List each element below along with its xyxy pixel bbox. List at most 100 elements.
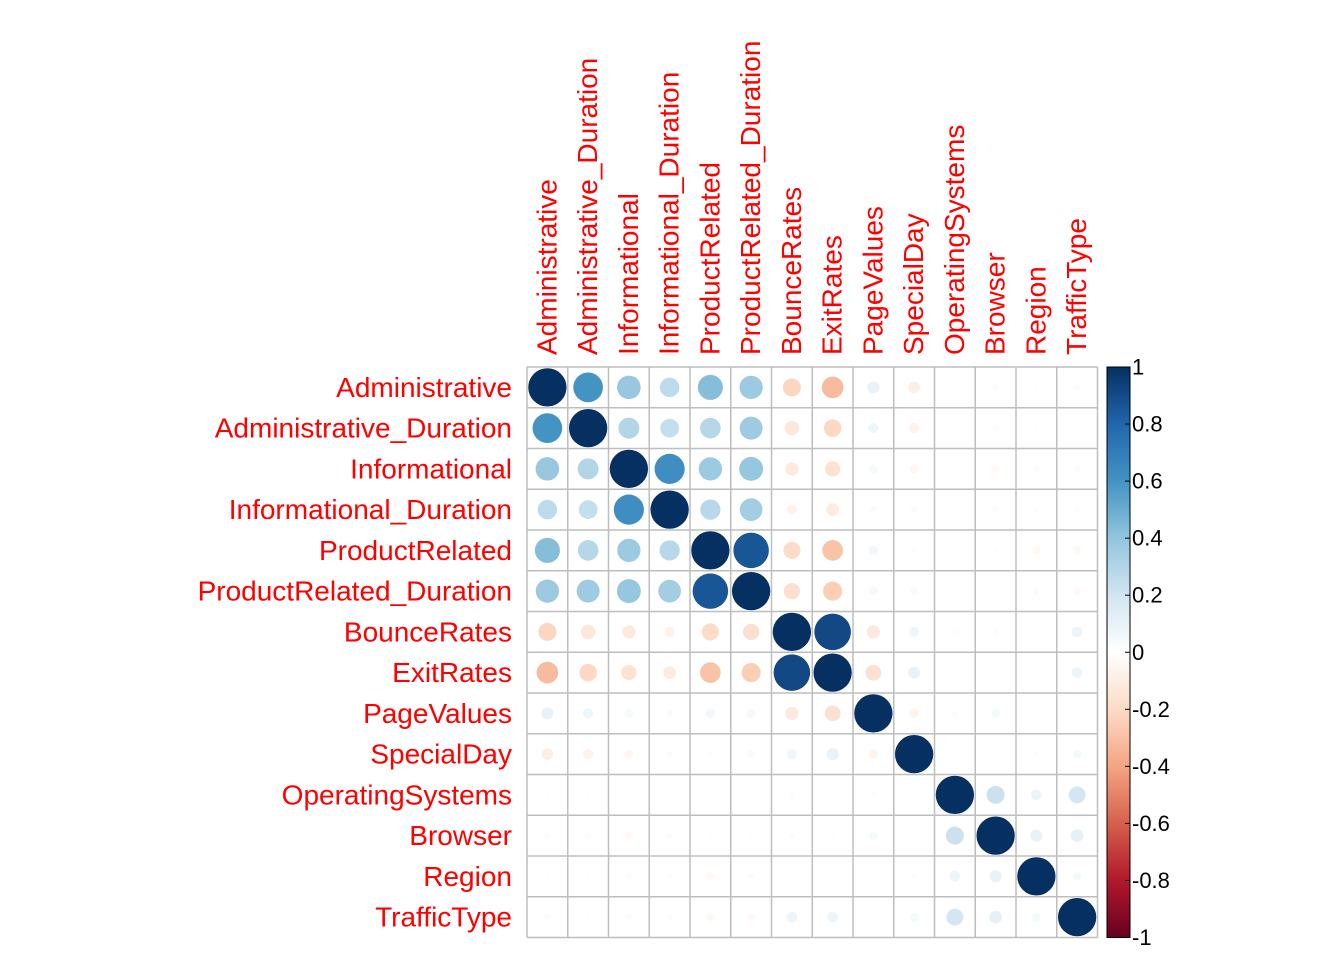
correlation-circle [871,915,876,920]
correlation-circle [705,708,716,719]
correlation-circle [660,418,680,438]
correlation-circle [700,662,721,683]
column-label: SpecialDay [898,213,929,355]
correlation-circle [613,494,644,525]
correlation-circle [1073,587,1081,595]
correlation-circle [626,792,631,797]
correlation-circle [826,748,839,761]
correlation-circle [854,694,893,733]
correlation-circle [659,377,680,398]
correlation-circle [952,670,957,675]
correlation-circle [992,506,999,513]
matrix-grid [526,366,1099,939]
correlation-circle [625,913,633,921]
correlation-circle [586,915,591,920]
correlation-circle [1034,385,1039,390]
correlation-circle [650,490,689,529]
correlation-circle [909,912,919,922]
correlation-circles [528,368,1097,937]
correlation-circle [868,545,879,556]
correlation-circle [698,457,723,481]
correlation-circle [952,426,957,431]
correlation-circle [993,548,998,553]
correlation-circle [830,833,835,838]
correlation-circle [733,532,769,569]
correlation-circle [739,375,763,400]
correlation-circle [618,417,640,439]
correlation-circle [1071,667,1083,679]
correlation-circle [935,775,975,815]
legend-tick-label: 0.2 [1132,583,1163,608]
color-legend: 1 0.8 0.6 0.4 0.2 0 -0.2 -0.4 -0.6 -0.8 -1 [1106,355,1170,950]
correlation-circle [909,423,920,434]
correlation-circle [528,368,567,407]
correlation-circle [568,408,608,448]
column-label: Browser [980,252,1011,355]
correlation-circle [992,384,999,391]
correlation-circle [747,750,755,758]
correlation-circle [707,751,714,757]
correlation-circle [824,461,841,477]
correlation-circle [692,573,729,609]
correlation-circle [625,873,633,880]
correlation-circle [541,707,554,720]
correlation-circle [1068,786,1086,804]
correlation-circle [823,581,843,601]
correlation-circle [822,540,843,561]
correlation-circle [544,913,551,921]
correlation-circle [991,709,1000,718]
correlation-circle [827,911,839,923]
correlation-circle [617,538,641,563]
row-labels: Administrative Administrative_Duration Inf… [198,372,512,933]
legend-tick-label: 1 [1132,355,1144,380]
column-label: PageValues [857,206,888,355]
correlation-circle [583,708,594,719]
correlation-circle [666,710,673,717]
correlation-circle [989,910,1002,924]
correlation-circle [908,381,920,394]
correlation-circle [1033,465,1040,473]
correlation-circle [952,710,958,717]
correlation-circle [945,826,964,845]
column-label: ProductRelated_Duration [735,41,766,355]
correlation-circle [617,375,641,400]
correlation-circle [773,654,811,691]
correlation-circle [544,832,551,839]
correlation-circle [814,613,851,651]
column-label: BounceRates [776,187,807,355]
correlation-circle [1033,751,1040,757]
correlation-circle [586,792,591,797]
correlation-circle [616,579,641,604]
correlation-circle [910,506,918,513]
correlation-circle [911,873,917,880]
correlation-circle [585,832,591,839]
correlation-circle [772,612,812,652]
correlation-circle [1075,426,1080,431]
correlation-circle [871,874,876,879]
column-label: Administrative_Duration [572,58,603,355]
correlation-circle [537,499,558,520]
correlation-circle [1072,872,1082,881]
correlation-circle [912,792,917,797]
row-label: ProductRelated_Duration [198,576,512,607]
row-label: Browser [409,820,512,851]
correlation-circle [666,914,673,920]
correlation-circle [908,666,921,679]
correlation-circle [1073,465,1081,473]
correlation-circle [666,750,673,758]
correlation-circle [621,664,637,681]
legend-tick-label: -0.2 [1132,697,1170,722]
row-label: TrafficType [375,902,512,933]
correlation-circle [700,499,721,520]
correlation-circle [786,504,797,515]
correlation-circle [664,626,675,637]
correlation-circle [993,589,998,594]
correlation-circle [823,419,842,437]
row-label: ProductRelated [319,535,512,566]
correlation-circle [666,873,673,880]
correlation-circle [701,623,719,641]
correlation-circle [1030,829,1043,842]
correlation-circle [952,752,957,757]
correlation-circle [1073,546,1081,555]
